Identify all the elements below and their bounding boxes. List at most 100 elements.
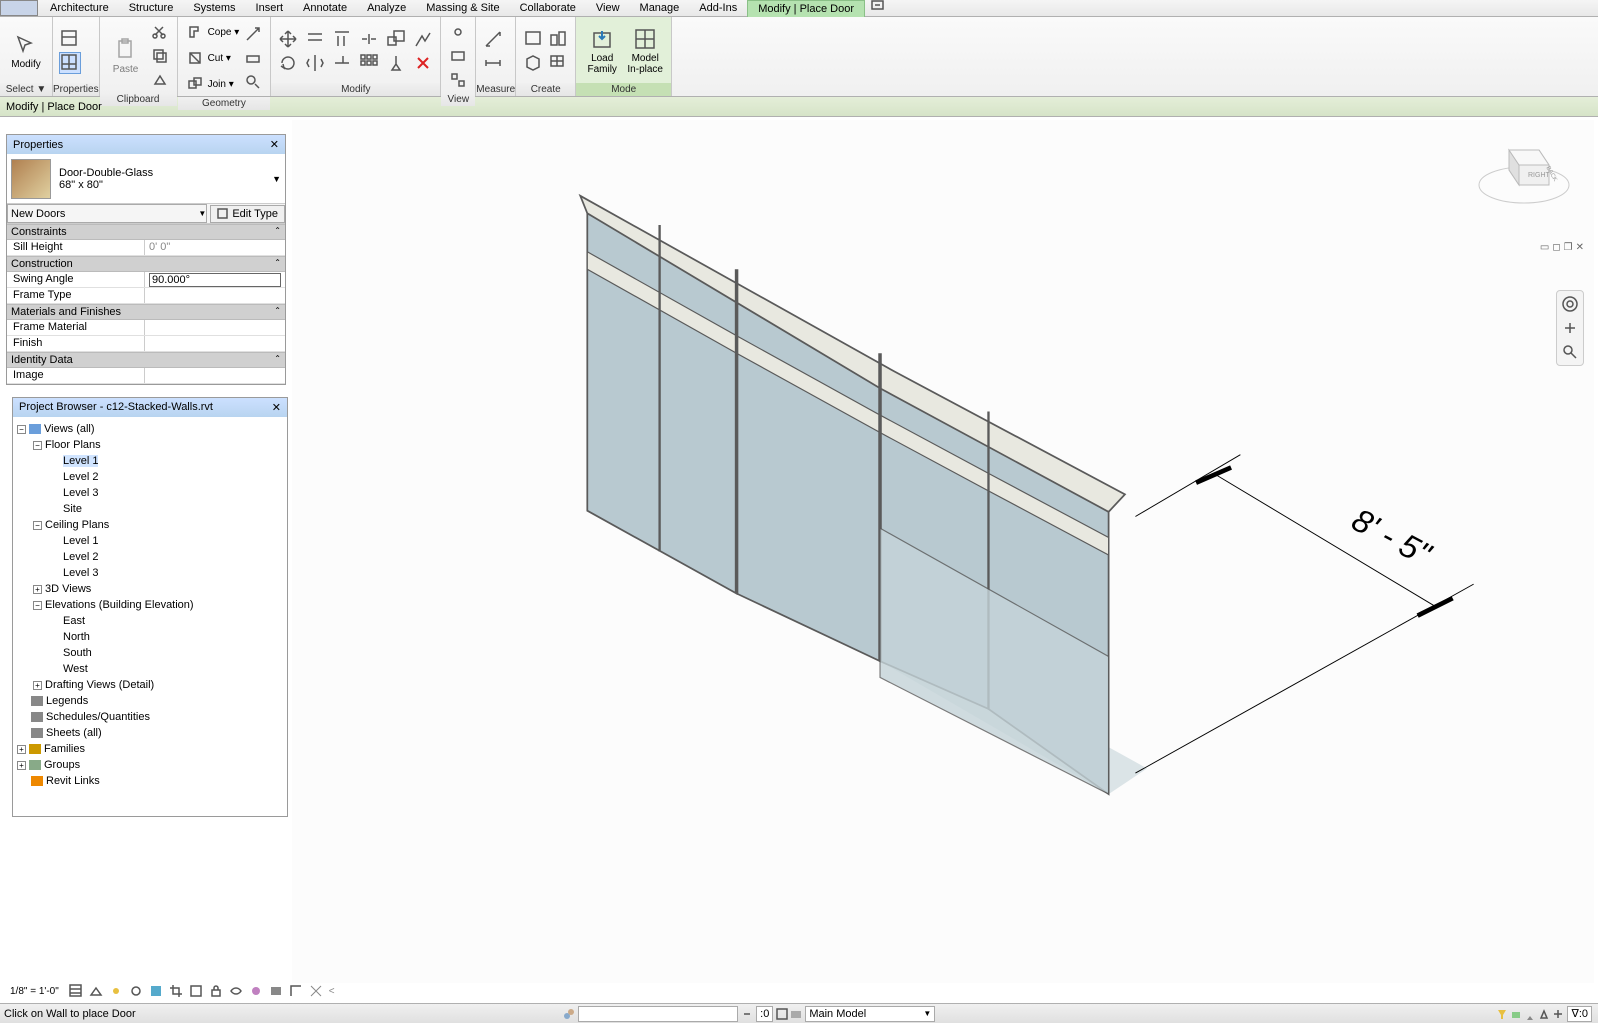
tree-node[interactable]: Level 3 [17, 485, 283, 501]
browser-title-bar[interactable]: Project Browser - c12-Stacked-Walls.rvt … [13, 398, 287, 417]
prop-row[interactable]: Image [7, 368, 285, 384]
cut-geo-icon[interactable] [184, 47, 206, 69]
properties-palette-button[interactable] [59, 28, 81, 50]
tree-expand-icon[interactable]: + [33, 585, 42, 594]
tree-node[interactable]: −Floor Plans [17, 437, 283, 453]
create-similar-button[interactable] [522, 28, 544, 50]
tab-manage[interactable]: Manage [630, 0, 690, 17]
visual-style-icon[interactable] [89, 984, 103, 998]
edit-type-button[interactable]: Edit Type [210, 205, 285, 223]
tab-systems[interactable]: Systems [183, 0, 245, 17]
align-button[interactable] [331, 28, 353, 50]
prop-row[interactable]: Frame Type [7, 288, 285, 304]
create-parts-button[interactable] [547, 52, 569, 74]
view-tool2[interactable] [447, 45, 469, 67]
prop-value[interactable] [145, 272, 285, 287]
type-selector[interactable]: Door-Double-Glass 68" x 80" ▼ [7, 154, 285, 204]
detail-level-icon[interactable] [69, 984, 83, 998]
viewcube[interactable]: RIGHT BACK [1474, 130, 1574, 210]
tree-expand-icon[interactable]: − [33, 521, 42, 530]
join-icon[interactable] [184, 73, 206, 95]
tree-node[interactable]: Level 1 [17, 533, 283, 549]
select-links-filter-icon[interactable] [1495, 1007, 1509, 1021]
excluded-count[interactable]: :0 [756, 1006, 773, 1022]
cope-icon[interactable] [184, 21, 206, 43]
tree-node[interactable]: Schedules/Quantities [17, 709, 283, 725]
create-assembly-button[interactable] [547, 28, 569, 50]
geom-tool-1[interactable] [242, 23, 264, 45]
tree-node[interactable]: −Elevations (Building Elevation) [17, 597, 283, 613]
split-button[interactable] [358, 28, 380, 50]
lock-3d-icon[interactable] [209, 984, 223, 998]
array-button[interactable] [358, 52, 380, 74]
prop-group-construction[interactable]: Construction⌃ [7, 256, 285, 272]
tree-node[interactable]: +Drafting Views (Detail) [17, 677, 283, 693]
prop-value[interactable] [145, 368, 285, 383]
vcb-scroll-left[interactable]: < [329, 986, 335, 997]
select-pinned-icon[interactable] [1523, 1007, 1537, 1021]
tree-expand-icon[interactable]: + [33, 681, 42, 690]
dimension-button[interactable] [482, 52, 504, 74]
properties-title-bar[interactable]: Properties ✕ [7, 135, 285, 154]
paste-button[interactable]: Paste [106, 27, 146, 85]
tab-add-ins[interactable]: Add-Ins [689, 0, 747, 17]
model-inplace-button[interactable]: Model In-place [625, 22, 665, 80]
tab-structure[interactable]: Structure [119, 0, 184, 17]
zoom-nav-icon[interactable] [1561, 343, 1579, 361]
view-tool3[interactable] [447, 69, 469, 91]
sun-path-icon[interactable] [109, 984, 123, 998]
crop-icon[interactable] [169, 984, 183, 998]
select-face-icon[interactable] [1537, 1007, 1551, 1021]
tab-view[interactable]: View [586, 0, 630, 17]
type-properties-button[interactable] [59, 52, 81, 74]
tree-expand-icon[interactable]: − [33, 601, 42, 610]
tab-massing-site[interactable]: Massing & Site [416, 0, 509, 17]
temporary-hide-icon[interactable] [229, 984, 243, 998]
select-underlay-icon[interactable] [1509, 1007, 1523, 1021]
view-close-icon[interactable]: ✕ [1576, 242, 1584, 253]
tree-node[interactable]: Level 2 [17, 469, 283, 485]
demolish-button[interactable] [412, 28, 434, 50]
pan-icon[interactable] [1561, 319, 1579, 337]
view-scale[interactable]: 1/8" = 1'-0" [6, 986, 63, 997]
tree-expand-icon[interactable]: − [17, 425, 26, 434]
rendering-icon[interactable] [149, 984, 163, 998]
properties-close-icon[interactable]: ✕ [270, 138, 279, 151]
prop-group-materials-and-finishes[interactable]: Materials and Finishes⌃ [7, 304, 285, 320]
reveal-hidden-icon[interactable] [249, 984, 263, 998]
mirror-button[interactable] [304, 52, 326, 74]
tree-expand-icon[interactable]: + [17, 745, 26, 754]
cope-button[interactable]: Cope ▾ [208, 27, 240, 38]
tree-node[interactable]: −Views (all) [17, 421, 283, 437]
select-links-icon[interactable] [740, 1007, 754, 1021]
steering-wheel[interactable] [1556, 290, 1584, 366]
move-button[interactable] [277, 28, 299, 50]
tree-expand-icon[interactable]: − [33, 441, 42, 450]
tree-node[interactable]: North [17, 629, 283, 645]
tree-node[interactable]: Level 1 [17, 453, 283, 469]
prop-row[interactable]: Finish [7, 336, 285, 352]
workset-icon[interactable] [562, 1007, 576, 1021]
prop-value[interactable] [145, 320, 285, 335]
worksharing-display-icon[interactable] [269, 984, 283, 998]
tab-overflow-icon[interactable] [871, 0, 887, 16]
prop-row[interactable]: Frame Material [7, 320, 285, 336]
cut-clip-button[interactable] [149, 21, 171, 43]
instance-filter[interactable]: New Doors▼ [7, 204, 207, 223]
tree-node[interactable]: Level 2 [17, 549, 283, 565]
offset-button[interactable] [304, 28, 326, 50]
scale-button[interactable] [385, 28, 407, 50]
modify-button[interactable]: Modify [6, 22, 46, 80]
view-maximize-icon[interactable]: ◻ [1552, 242, 1560, 253]
tree-node[interactable]: +3D Views [17, 581, 283, 597]
prop-value[interactable] [145, 288, 285, 303]
prop-row[interactable]: Swing Angle [7, 272, 285, 288]
tab-modify-place-door[interactable]: Modify | Place Door [747, 0, 865, 17]
prop-value[interactable] [145, 336, 285, 351]
geom-tool-2[interactable] [242, 47, 264, 69]
crop-visible-icon[interactable] [189, 984, 203, 998]
tree-node[interactable]: −Ceiling Plans [17, 517, 283, 533]
tab-collaborate[interactable]: Collaborate [510, 0, 586, 17]
tree-node[interactable]: East [17, 613, 283, 629]
create-group-button[interactable] [522, 52, 544, 74]
